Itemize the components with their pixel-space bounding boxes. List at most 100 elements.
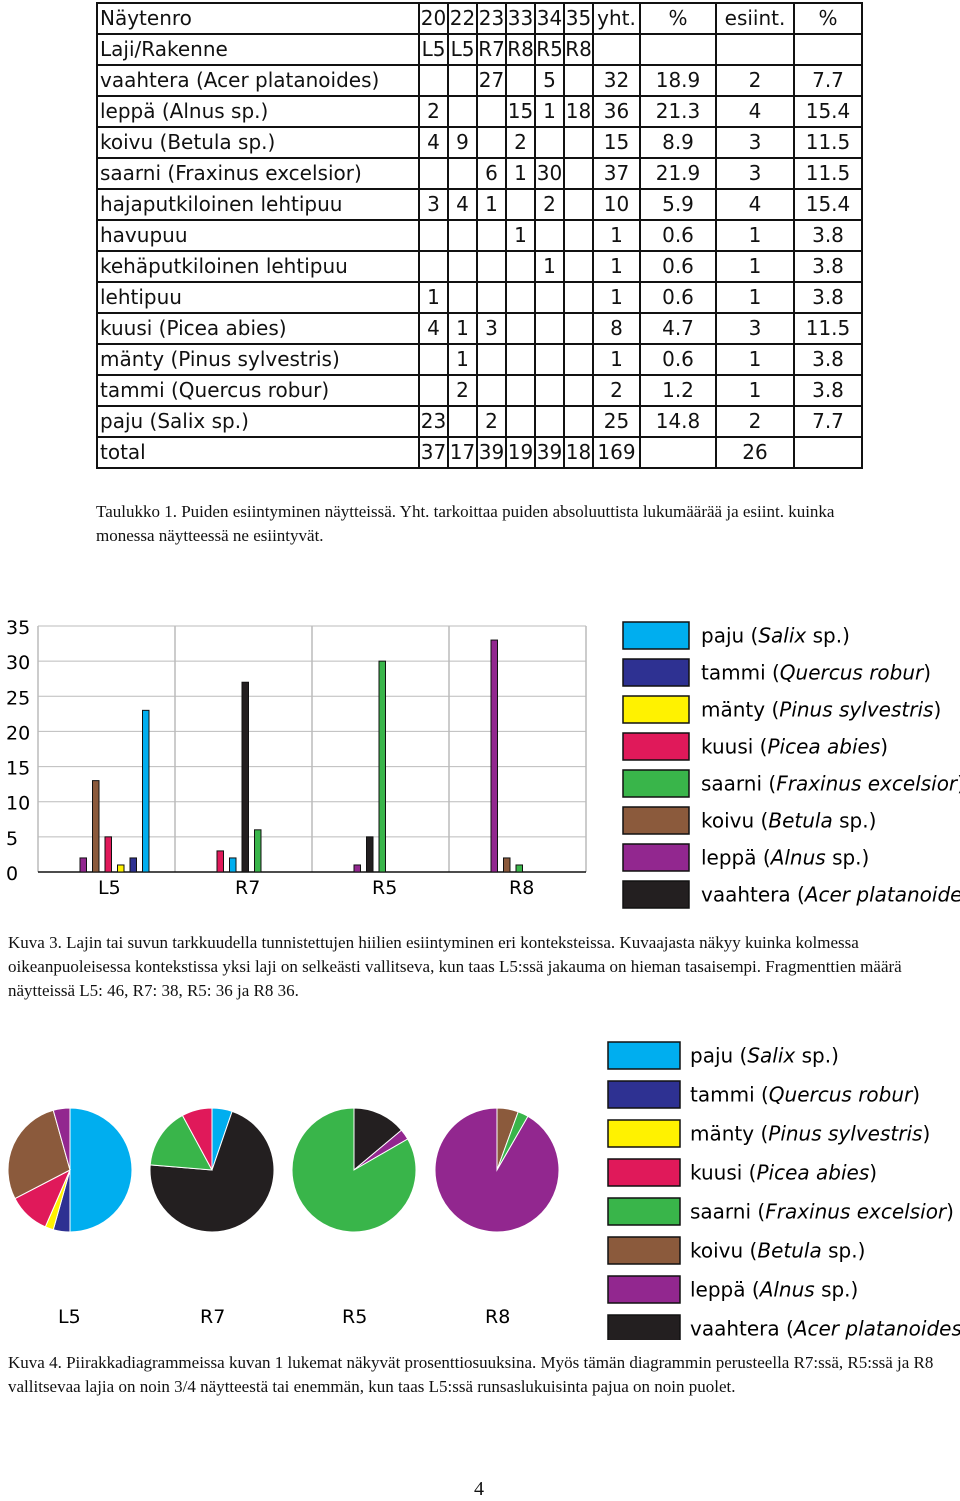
table-cell (715, 33, 795, 66)
legend-swatch (622, 658, 690, 687)
y-tick-label: 35 (6, 617, 30, 639)
legend-label: leppä (Alnus sp.) (690, 1278, 858, 1302)
table-cell (563, 250, 594, 283)
table-cell (563, 219, 594, 252)
legend-label: saarni (Fraxinus excelsior) (690, 1200, 954, 1224)
table-cell: R8 (505, 33, 536, 66)
legend-label: kuusi (Picea abies) (701, 735, 888, 759)
table-cell (505, 312, 536, 345)
legend-swatch (622, 621, 690, 650)
table-cell: % (639, 2, 717, 35)
table-cell (563, 64, 594, 97)
table-cell (476, 95, 507, 128)
table-cell: 9 (447, 126, 478, 159)
table-cell: 1 (447, 312, 478, 345)
legend-label: koivu (Betula sp.) (690, 1239, 865, 1263)
table-cell (476, 126, 507, 159)
table-cell: 15 (592, 126, 641, 159)
table-cell: R5 (534, 33, 565, 66)
table-row: kehäputkiloinen lehtipuu 1 1 0.6 1 3.8 (96, 250, 863, 283)
row-label: lehtipuu (96, 281, 420, 314)
x-category-label: R5 (372, 877, 397, 899)
table-cell: 169 (592, 436, 641, 469)
table-row: hajaputkiloinen lehtipuu 3 4 1 2 10 5.9 4 15.4 (96, 188, 863, 221)
pie-slice (434, 1107, 560, 1233)
y-tick-label: 10 (6, 793, 30, 815)
table-cell (534, 374, 565, 407)
table-cell: 18.9 (639, 64, 717, 97)
table-cell: 2 (715, 64, 795, 97)
table-cell: 3 (715, 157, 795, 190)
table-cell: 0.6 (639, 250, 717, 283)
pie-chart-legend: paju (Salix sp.) tammi (Quercus robur) män… (607, 1041, 960, 1340)
bar (79, 857, 87, 873)
legend-label: mänty (Pinus sylvestris) (701, 698, 941, 722)
legend-swatch (607, 1236, 681, 1265)
table-cell (639, 33, 717, 66)
table-cell (563, 281, 594, 314)
table-cell: 1 (592, 281, 641, 314)
legend-swatch (622, 769, 690, 798)
pie-charts: L5 R7 R5 R8 (7, 1107, 560, 1328)
row-label: mänty (Pinus sylvestris) (96, 343, 420, 376)
legend-swatch (607, 1158, 681, 1187)
table-cell: 1 (418, 281, 449, 314)
table-cell: 8 (592, 312, 641, 345)
table-cell: 26 (715, 436, 795, 469)
table-cell: 21.9 (639, 157, 717, 190)
table-cell: 21.3 (639, 95, 717, 128)
table-cell: 34 (534, 2, 565, 35)
table-cell: 18 (563, 95, 594, 128)
table-cell: 0.6 (639, 343, 717, 376)
legend-swatch (607, 1119, 681, 1148)
table-cell: 4 (418, 126, 449, 159)
pie-slice (149, 1114, 213, 1171)
pie-slice (353, 1107, 403, 1172)
table-cell (563, 126, 594, 159)
table-cell: 1 (592, 219, 641, 252)
table-cell: 11.5 (793, 126, 863, 159)
row-label: havupuu (96, 219, 420, 252)
row-label: saarni (Fraxinus excelsior) (96, 157, 420, 190)
y-tick-label: 5 (6, 828, 18, 850)
table-cell (505, 343, 536, 376)
table-cell: 1.2 (639, 374, 717, 407)
table-cell: 17 (447, 436, 478, 469)
table-cell (505, 250, 536, 283)
table-cell: 1 (447, 343, 478, 376)
table-cell: 23 (418, 405, 449, 438)
bar-chart-legend: paju (Salix sp.) tammi (Quercus robur) män… (622, 621, 960, 909)
table-cell (505, 64, 536, 97)
table-cell: 18 (563, 436, 594, 469)
table-cell: 25 (592, 405, 641, 438)
table-cell: 1 (715, 374, 795, 407)
table-cell: 2 (418, 95, 449, 128)
table-cell (418, 343, 449, 376)
table-cell: 15.4 (793, 188, 863, 221)
legend-label: tammi (Quercus robur) (690, 1083, 920, 1107)
table-row: saarni (Fraxinus excelsior) 6 1 30 37 21.9 3 11… (96, 157, 863, 190)
table-cell: 3.8 (793, 250, 863, 283)
table-cell: 22 (447, 2, 478, 35)
bar (366, 836, 374, 873)
table-cell: 1 (592, 343, 641, 376)
table-cell: 1 (715, 219, 795, 252)
table-cell (447, 64, 478, 97)
table-cell (418, 64, 449, 97)
table-cell: 32 (592, 64, 641, 97)
table-cell: 3.8 (793, 343, 863, 376)
table-row: tammi (Quercus robur) 2 2 1.2 1 3.8 (96, 374, 863, 407)
table-cell: 4 (418, 312, 449, 345)
pie-label: R5 (342, 1306, 367, 1328)
row-label: Näytenro (96, 2, 420, 35)
table-cell: 15 (505, 95, 536, 128)
bar (104, 836, 112, 873)
legend-label: koivu (Betula sp.) (701, 809, 876, 833)
row-label: kehäputkiloinen lehtipuu (96, 250, 420, 283)
table-cell (534, 126, 565, 159)
row-label: Laji/Rakenne (96, 33, 420, 66)
legend-label: paju (Salix sp.) (690, 1044, 839, 1068)
pie-slice (291, 1107, 417, 1233)
table-row: paju (Salix sp.) 23 2 25 14.8 2 7.7 (96, 405, 863, 438)
pie-slice (7, 1109, 71, 1200)
